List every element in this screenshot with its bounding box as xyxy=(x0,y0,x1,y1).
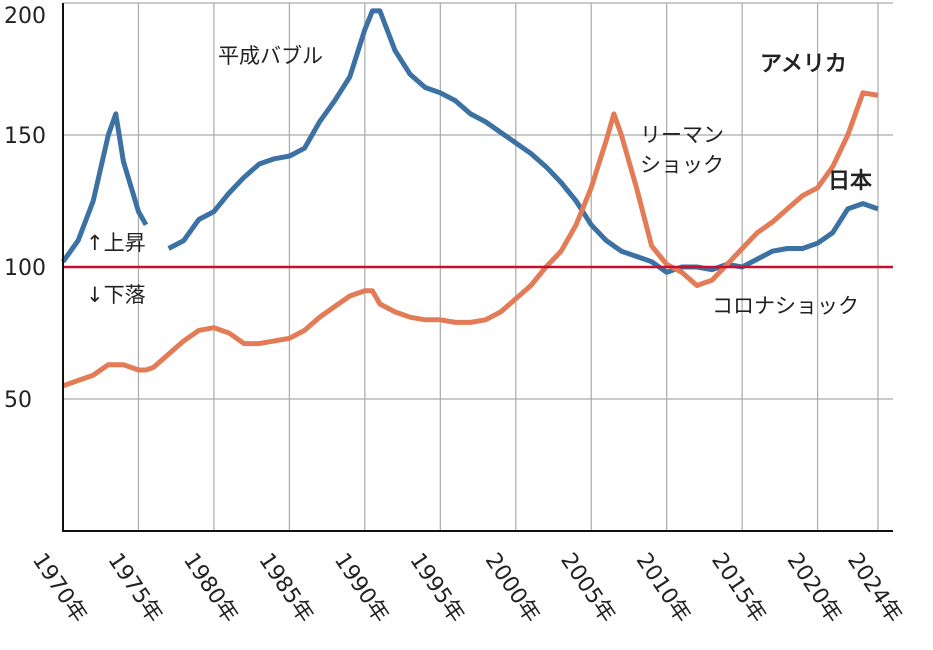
series-line xyxy=(62,90,879,389)
x-tick-label: 1970年 xyxy=(27,549,91,628)
annotation: ↓下落 xyxy=(86,283,146,307)
y-tick-label: 50 xyxy=(4,388,32,413)
y-tick-label: 100 xyxy=(4,256,46,281)
x-tick-label: 1975年 xyxy=(103,549,167,628)
annotation: ショック xyxy=(640,153,724,177)
legend-label: アメリカ xyxy=(760,52,847,77)
x-tick-label: 1995年 xyxy=(404,549,468,628)
x-tick-label: 1990年 xyxy=(329,549,393,628)
x-tick-label: 2020年 xyxy=(782,549,846,628)
x-tick-label: 2015年 xyxy=(706,549,770,628)
lines xyxy=(60,8,893,389)
x-tick-label: 2000年 xyxy=(480,549,544,628)
annotation: ↑上昇 xyxy=(86,231,146,255)
x-tick-label: 1985年 xyxy=(253,549,317,628)
x-tick-label: 2024年 xyxy=(842,549,906,628)
y-tick-label: 200 xyxy=(4,4,46,29)
x-tick-label: 2005年 xyxy=(555,549,619,628)
legend-label: 日本 xyxy=(828,169,872,194)
x-tick-label: 2010年 xyxy=(631,549,695,628)
x-tick-label: 1980年 xyxy=(178,549,242,628)
annotation: リーマン xyxy=(640,123,724,147)
annotation: コロナショック xyxy=(712,294,859,318)
series-line xyxy=(60,8,879,275)
annotation: 平成バブル xyxy=(218,44,323,68)
y-tick-label: 150 xyxy=(4,124,46,149)
